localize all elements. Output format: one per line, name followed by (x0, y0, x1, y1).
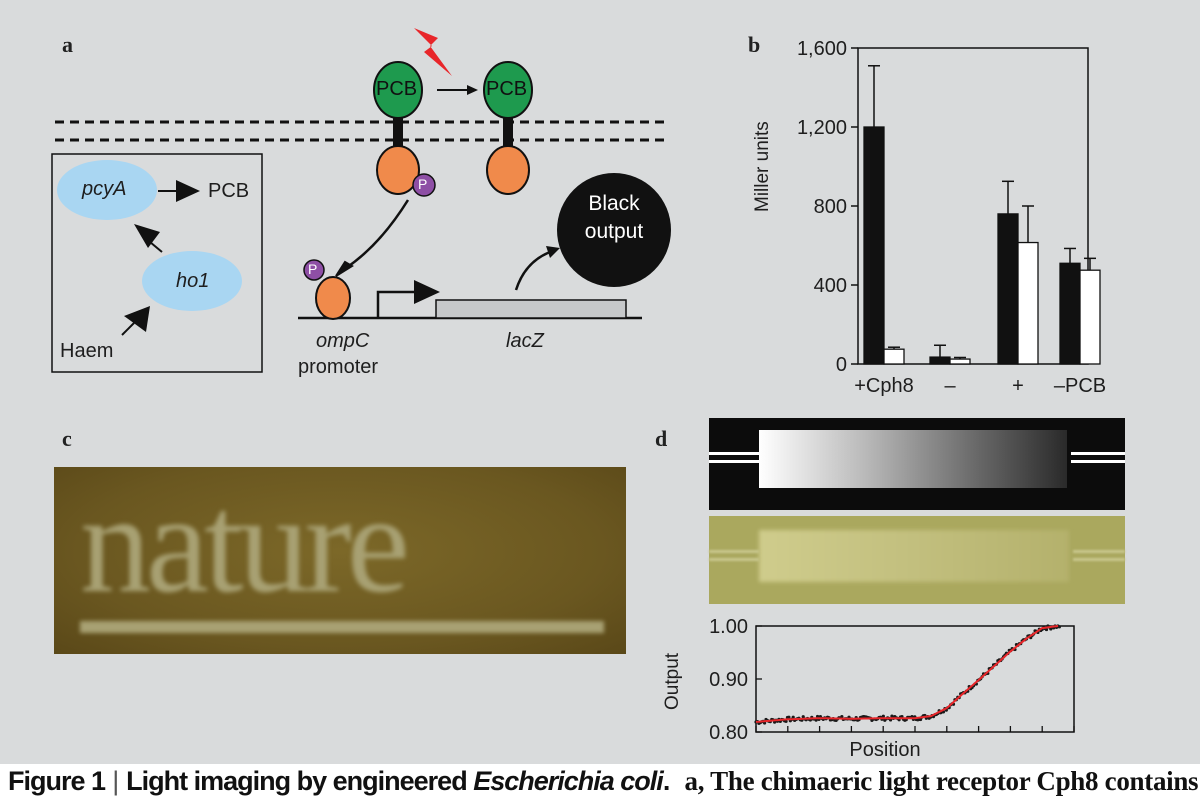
output-chart: 0.80 0.90 1.00 Position (709, 616, 1075, 761)
output-data-point (1057, 625, 1061, 629)
bar-chart-category-label: –PCB (1054, 375, 1106, 397)
pcb-product-label: PCB (208, 180, 250, 202)
phospho-p-1 (412, 173, 436, 197)
bar-chart-ytick-label: 400 (814, 275, 847, 297)
gradient-mask-bar (759, 430, 1067, 488)
bar (929, 356, 951, 365)
nature-bacterial-photo: nature (54, 467, 626, 654)
receptor-1-domain (376, 145, 420, 195)
panel-c-letter: c (62, 426, 72, 451)
figure-caption: Figure 1 | Light imaging by engineered E… (8, 766, 1199, 797)
output-data-point (1044, 627, 1049, 632)
bar-chart-category-label: – (944, 375, 956, 397)
output-data-point (791, 715, 795, 719)
output-arrow-head (546, 246, 560, 258)
caption-body-text: The chimaeric light receptor Cph8 contai… (704, 766, 1199, 796)
bar-chart-ytick-label: 800 (814, 196, 847, 218)
pcya-product-arrow-head (176, 180, 200, 202)
promoter-label: promoter (298, 356, 379, 378)
caption-title-species: Escherichia coli (473, 766, 664, 796)
output-data-point (918, 717, 923, 722)
bar (1079, 269, 1101, 365)
lacz-label: lacZ (506, 330, 544, 352)
panel-d-letter: d (655, 426, 668, 451)
mask-left-line-2 (709, 460, 759, 463)
bar (1017, 241, 1039, 365)
bar (863, 126, 885, 365)
biosynthesis-inset-box (51, 153, 263, 373)
phospho-p-2 (303, 259, 325, 281)
output-data-point (881, 714, 885, 718)
nature-photo-underline (80, 621, 604, 633)
haem-label: Haem (60, 340, 114, 362)
black-output-circle (557, 173, 671, 287)
output-chart-xlabel: Position (849, 739, 920, 761)
mask-left-line-1 (709, 452, 759, 455)
output-fit-line (755, 625, 1059, 723)
output-data-point (840, 715, 844, 719)
bar-chart: 0 400 800 1,200 1,600 +Cph8 – + –PCB (797, 38, 1106, 397)
bar-chart-category-label: + (1012, 375, 1024, 397)
bar (949, 358, 971, 365)
panel-b-letter: b (748, 32, 761, 57)
phospho-p-2-label: P (308, 261, 318, 277)
plate-bar (759, 530, 1069, 582)
ompr-protein (315, 276, 351, 320)
output-chart-ylabel: Output (662, 652, 683, 710)
mask-right-line-1 (1071, 452, 1125, 455)
panel-a-letter: a (62, 32, 73, 57)
light-flash-icon (414, 28, 452, 76)
bar-chart-ytick-label: 1,200 (797, 117, 847, 139)
phospho-p-1-label: P (418, 176, 428, 192)
mask-right-line-2 (1071, 460, 1125, 463)
plate-left-line-1 (709, 550, 759, 553)
plate-left-line-2 (709, 558, 759, 561)
pcya-gene-label: pcyA (82, 178, 127, 200)
haem-arrow-head (124, 306, 150, 332)
activation-arrow-head (467, 85, 478, 95)
bar (997, 213, 1019, 365)
output-chart-ytick-label: 0.90 (709, 669, 748, 691)
receptor-1-pcb (373, 61, 423, 119)
ompc-label: ompC (316, 330, 370, 352)
bar-chart-category-label: +Cph8 (854, 375, 914, 397)
ho1-to-pcya-arrow-head (134, 224, 160, 248)
caption-separator: | (112, 766, 119, 796)
caption-title-end: . (662, 766, 670, 796)
receptor-2-pcb (483, 61, 533, 119)
bar-chart-ytick-label: 1,600 (797, 38, 847, 60)
output-chart-ytick-label: 0.80 (709, 722, 748, 744)
bar (1059, 262, 1081, 365)
pcya-gene (57, 160, 157, 220)
ho1-gene-label: ho1 (176, 270, 210, 292)
output-data-point (787, 715, 791, 719)
bacterial-gradient-plate (709, 516, 1125, 604)
panel-a-diagram (51, 28, 671, 373)
promoter-arrow-head (414, 280, 440, 304)
gradient-mask-image (709, 418, 1125, 510)
lacz-gene-box (435, 299, 627, 319)
receptor-2-domain (486, 145, 530, 195)
phospho-transfer-arrow-head (335, 260, 354, 277)
receptor-1-stalk (393, 108, 403, 156)
nature-photo-text: nature (80, 467, 410, 622)
plate-right-line-2 (1073, 558, 1125, 561)
ho1-gene (142, 251, 242, 311)
caption-figure-label: Figure 1 (8, 766, 106, 796)
output-label-line2: output (584, 220, 644, 243)
output-chart-ytick-label: 1.00 (709, 616, 748, 638)
bar-chart-ytick-label: 0 (836, 354, 847, 376)
caption-title-start: Light imaging by engineered (126, 766, 474, 796)
output-data-point (784, 719, 788, 723)
receptor-2-pcb-label: PCB (486, 78, 528, 100)
output-data-points (754, 624, 1061, 725)
receptor-1-pcb-label: PCB (376, 78, 418, 100)
output-label-line1: Black (588, 192, 640, 215)
caption-body-label: a, (684, 766, 705, 796)
bar-chart-frame (857, 47, 1089, 365)
bar (883, 348, 905, 365)
receptor-2-stalk (503, 108, 513, 156)
plate-right-line-1 (1073, 550, 1125, 553)
